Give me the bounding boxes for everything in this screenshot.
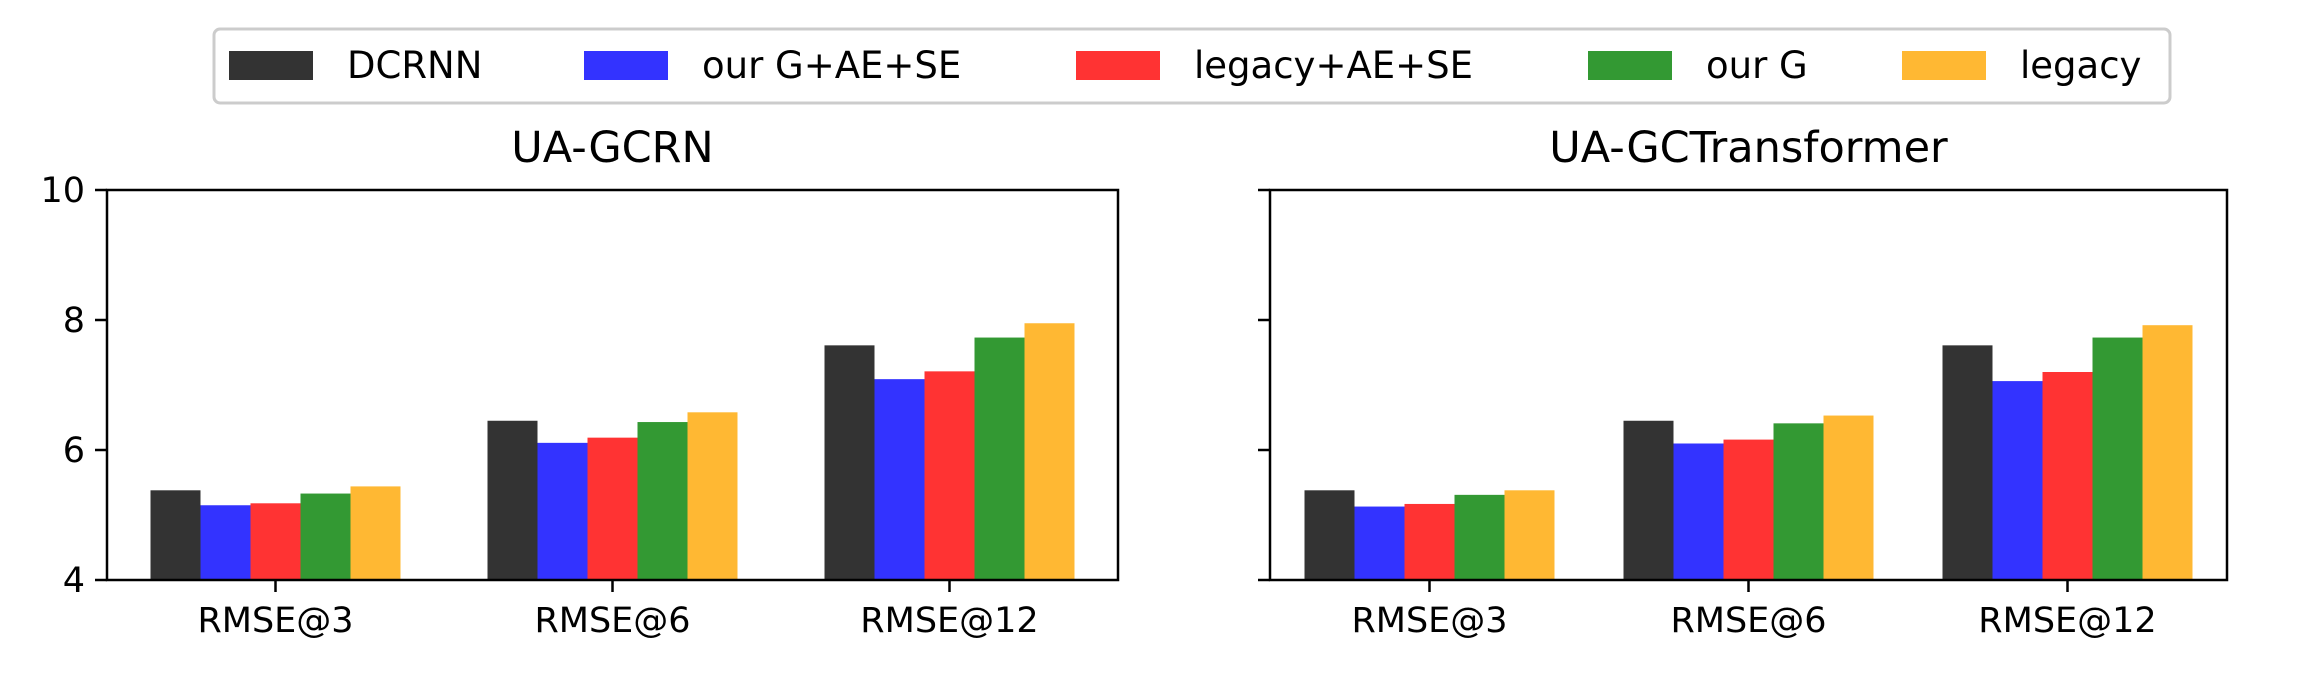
x-tick-label-rmse-6: RMSE@6 — [534, 601, 690, 641]
panel-title: UA-GCRN — [511, 123, 713, 173]
plot-frame — [1268, 188, 2229, 582]
bar-our-g-ae-se-rmse-3 — [200, 505, 251, 580]
legend-entry-legacy-ae-se: legacy+AE+SE — [1076, 44, 1473, 87]
x-tick-label-rmse-3: RMSE@3 — [197, 601, 353, 641]
bar-our-g-rmse-12 — [974, 337, 1025, 580]
bar-our-g-rmse-6 — [637, 422, 688, 580]
bar-legacy-rmse-12 — [2142, 325, 2193, 580]
bar-dcrnn-rmse-6 — [487, 420, 538, 580]
bar-our-g-ae-se-rmse-12 — [1992, 381, 2043, 580]
bar-our-g-ae-se-rmse-6 — [1673, 443, 1724, 580]
legend-label-our-g: our G — [1706, 44, 1808, 87]
bar-legacy-ae-se-rmse-6 — [587, 437, 638, 580]
bar-our-g-rmse-6 — [1773, 423, 1824, 580]
y-tick-label-4: 4 — [63, 561, 85, 601]
bar-legacy-rmse-3 — [1504, 490, 1555, 580]
bar-our-g-rmse-12 — [2092, 337, 2143, 580]
bar-legacy-ae-se-rmse-3 — [1404, 503, 1455, 580]
legend-entry-our-g-ae-se: our G+AE+SE — [584, 44, 961, 87]
legend: DCRNN our G+AE+SE legacy+AE+SE our G legacy — [212, 27, 2172, 105]
legend-label-dcrnn: DCRNN — [347, 44, 482, 87]
panel-ua-gcrn: RMSE@3 RMSE@6 RMSE@12 4 6 8 10 UA-GCRN — [40, 123, 1120, 641]
bar-legacy-ae-se-rmse-6 — [1723, 439, 1774, 580]
legend-swatch-legacy-ae-se — [1076, 51, 1160, 80]
bar-dcrnn-rmse-6 — [1623, 420, 1674, 580]
y-tick-label-8: 8 — [63, 301, 85, 341]
x-tick-label-rmse-3: RMSE@3 — [1351, 601, 1507, 641]
bar-our-g-ae-se-rmse-3 — [1354, 506, 1405, 580]
bar-our-g-rmse-3 — [1454, 494, 1505, 580]
bar-dcrnn-rmse-12 — [1942, 345, 1993, 580]
legend-swatch-our-g-ae-se — [584, 51, 668, 80]
x-tick-label-rmse-6: RMSE@6 — [1670, 601, 1826, 641]
y-tick-label-6: 6 — [63, 431, 85, 471]
panel-ua-gctransformer: RMSE@3 RMSE@6 RMSE@12 UA-GCTransformer — [1258, 123, 2229, 641]
legend-label-legacy-ae-se: legacy+AE+SE — [1194, 44, 1473, 87]
bar-legacy-rmse-6 — [1823, 415, 1874, 580]
x-tick-label-rmse-12: RMSE@12 — [860, 601, 1038, 641]
bar-our-g-rmse-3 — [300, 493, 351, 580]
bar-legacy-ae-se-rmse-12 — [2042, 372, 2093, 580]
bar-dcrnn-rmse-3 — [1304, 490, 1355, 580]
bar-dcrnn-rmse-12 — [824, 345, 875, 580]
bar-dcrnn-rmse-3 — [150, 490, 201, 580]
legend-label-legacy: legacy — [2020, 44, 2141, 87]
x-tick-label-rmse-12: RMSE@12 — [1978, 601, 2156, 641]
bar-legacy-ae-se-rmse-12 — [924, 371, 975, 580]
bar-legacy-ae-se-rmse-3 — [250, 503, 301, 580]
bar-legacy-rmse-12 — [1024, 323, 1075, 580]
legend-swatch-dcrnn — [229, 51, 313, 80]
bar-legacy-rmse-3 — [350, 486, 401, 580]
plot-frame — [105, 188, 1120, 582]
legend-label-our-g-ae-se: our G+AE+SE — [702, 44, 961, 87]
legend-swatch-our-g — [1588, 51, 1672, 80]
legend-entry-our-g: our G — [1588, 44, 1808, 87]
legend-swatch-legacy — [1902, 51, 1986, 80]
bar-legacy-rmse-6 — [687, 412, 738, 580]
panel-title: UA-GCTransformer — [1549, 123, 1948, 173]
y-tick-label-10: 10 — [40, 171, 85, 211]
legend-entry-legacy: legacy — [1902, 44, 2141, 87]
bar-our-g-ae-se-rmse-6 — [537, 442, 588, 580]
legend-entry-dcrnn: DCRNN — [229, 44, 482, 87]
bar-our-g-ae-se-rmse-12 — [874, 379, 925, 580]
legend-frame — [212, 27, 2172, 105]
